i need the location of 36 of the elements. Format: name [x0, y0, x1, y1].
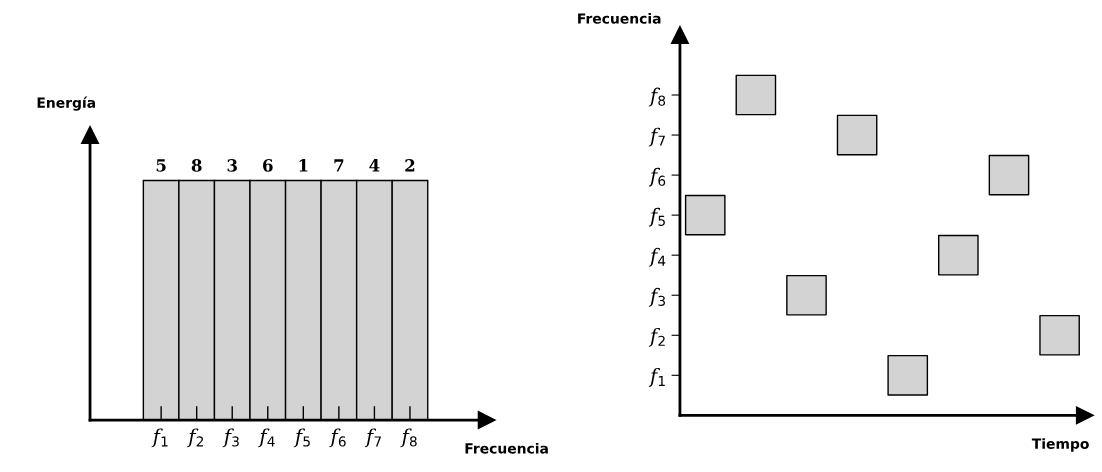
y-tick-label: f$_{2}$	[648, 327, 665, 347]
y-tick-label: f$_{5}$	[648, 207, 665, 227]
x-tick-label: f$_{7}$	[364, 428, 381, 448]
y-axis-title: Energía	[37, 96, 95, 111]
annotation: 8	[191, 159, 202, 172]
x-axis-title: Tiempo	[1031, 438, 1089, 452]
y-tick-label: f$_{1}$	[648, 367, 665, 387]
point	[786, 274, 827, 316]
x-tick-label: f$_{2}$	[187, 428, 203, 448]
y-tick-label: f$_{6}$	[648, 167, 666, 187]
point	[735, 74, 777, 116]
y-axis-title: Frecuencia	[578, 12, 661, 24]
x-tick-label: f$_{5}$	[293, 428, 310, 448]
x-tick-label: f$_{8}$	[400, 428, 417, 448]
annotation: 7	[334, 159, 344, 172]
annotation: 3	[227, 159, 237, 172]
point	[1039, 314, 1080, 356]
y-tick-label: f$_{4}$	[648, 247, 666, 267]
x-axis-title: Frecuencia	[465, 442, 548, 454]
annotation: 4	[369, 159, 380, 172]
x-tick-label: f$_{3}$	[222, 428, 239, 448]
x-tick-label: f$_{6}$	[329, 428, 346, 448]
point	[938, 234, 979, 276]
annotation: 1	[299, 159, 308, 172]
point	[988, 154, 1030, 196]
annotation: 2	[405, 159, 415, 172]
point	[887, 354, 929, 396]
x-tick-label: f$_{1}$	[151, 428, 168, 448]
x-tick-label: f$_{4}$	[258, 428, 275, 448]
y-tick-label: f$_{7}$	[648, 127, 665, 147]
point	[836, 114, 878, 156]
annotation: 6	[263, 159, 273, 172]
point	[684, 194, 726, 236]
annotation: 5	[156, 159, 166, 172]
y-tick-label: f$_{8}$	[648, 87, 666, 107]
y-tick-label: f$_{3}$	[648, 287, 665, 307]
